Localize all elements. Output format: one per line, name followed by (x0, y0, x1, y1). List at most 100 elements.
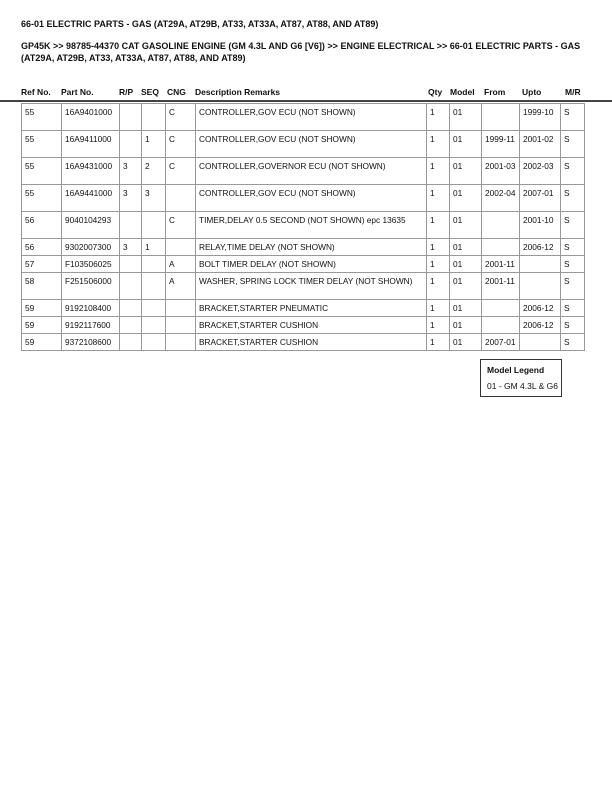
cell-upto: 2006-12 (519, 238, 561, 256)
cell-cng: C (165, 130, 196, 158)
cell-description: TIMER,DELAY 0.5 SECOND (NOT SHOWN) epc 1… (195, 211, 427, 239)
cell-qty: 1 (426, 333, 450, 351)
table-row: 56 9040104293 C TIMER,DELAY 0.5 SECOND (NOT… (21, 211, 585, 239)
cell-from (481, 316, 520, 334)
cell-ref-no: 55 (21, 103, 62, 131)
parts-table: 55 16A9401000 C CONTROLLER,GOV ECU (NOT SHO… (21, 103, 585, 351)
cell-seq: 2 (141, 157, 166, 185)
column-header-part-no: Part No. (61, 87, 94, 97)
cell-description: WASHER, SPRING LOCK TIMER DELAY (NOT SHO… (195, 272, 427, 300)
cell-upto: 2002-03 (519, 157, 561, 185)
cell-upto: 2007-01 (519, 184, 561, 212)
cell-seq (141, 103, 166, 131)
column-header-mr: M/R (565, 87, 581, 97)
cell-from (481, 211, 520, 239)
cell-qty: 1 (426, 299, 450, 317)
cell-seq: 3 (141, 184, 166, 212)
cell-ref-no: 59 (21, 333, 62, 351)
cell-qty: 1 (426, 211, 450, 239)
cell-rp (119, 103, 142, 131)
model-legend: Model Legend 01 - GM 4.3L & G6 (480, 359, 562, 397)
cell-cng: A (165, 272, 196, 300)
cell-rp (119, 299, 142, 317)
cell-mr: S (560, 184, 585, 212)
cell-ref-no: 56 (21, 238, 62, 256)
cell-seq: 1 (141, 130, 166, 158)
cell-part-no: 16A9401000 (61, 103, 120, 131)
cell-ref-no: 55 (21, 130, 62, 158)
cell-mr: S (560, 238, 585, 256)
legend-item: 01 - GM 4.3L & G6 (487, 381, 559, 391)
cell-part-no: 9372108600 (61, 333, 120, 351)
cell-upto: 1999-10 (519, 103, 561, 131)
cell-qty: 1 (426, 316, 450, 334)
cell-mr: S (560, 272, 585, 300)
cell-mr: S (560, 211, 585, 239)
cell-mr: S (560, 130, 585, 158)
cell-model: 01 (449, 157, 482, 185)
cell-description: CONTROLLER,GOV ECU (NOT SHOWN) (195, 103, 427, 131)
column-header-upto: Upto (522, 87, 542, 97)
table-row: 59 9192117600 BRACKET,STARTER CUSHION 1 01 20… (21, 316, 585, 334)
cell-qty: 1 (426, 238, 450, 256)
cell-upto: 2006-12 (519, 299, 561, 317)
cell-rp (119, 316, 142, 334)
column-header-cng: CNG (167, 87, 186, 97)
cell-cng (165, 184, 196, 212)
legend-title: Model Legend (487, 365, 545, 375)
cell-rp (119, 272, 142, 300)
cell-rp (119, 130, 142, 158)
cell-ref-no: 59 (21, 299, 62, 317)
cell-cng (165, 316, 196, 334)
cell-seq (141, 211, 166, 239)
table-row: 58 F251506000 A WASHER, SPRING LOCK TIMER D… (21, 272, 585, 300)
table-row: 57 F103506025 A BOLT TIMER DELAY (NOT SHOWN… (21, 255, 585, 273)
cell-seq (141, 299, 166, 317)
table-row: 55 16A9431000 3 2 C CONTROLLER,GOVERNOR ECU (… (21, 157, 585, 185)
cell-cng: A (165, 255, 196, 273)
cell-ref-no: 55 (21, 184, 62, 212)
cell-model: 01 (449, 255, 482, 273)
cell-seq: 1 (141, 238, 166, 256)
cell-rp: 3 (119, 238, 142, 256)
table-row: 59 9372108600 BRACKET,STARTER CUSHION 1 01 20… (21, 333, 585, 351)
cell-qty: 1 (426, 184, 450, 212)
cell-from: 2001-11 (481, 255, 520, 273)
cell-rp: 3 (119, 184, 142, 212)
cell-model: 01 (449, 130, 482, 158)
cell-mr: S (560, 255, 585, 273)
cell-description: RELAY,TIME DELAY (NOT SHOWN) (195, 238, 427, 256)
cell-mr: S (560, 299, 585, 317)
cell-mr: S (560, 316, 585, 334)
cell-cng (165, 299, 196, 317)
cell-model: 01 (449, 316, 482, 334)
cell-cng: C (165, 103, 196, 131)
cell-seq (141, 272, 166, 300)
table-row: 55 16A9411000 1 C CONTROLLER,GOV ECU (NOT SH… (21, 130, 585, 158)
table-row: 59 9192108400 BRACKET,STARTER PNEUMATIC 1 01… (21, 299, 585, 317)
cell-from: 2002-04 (481, 184, 520, 212)
cell-from (481, 238, 520, 256)
cell-part-no: F103506025 (61, 255, 120, 273)
cell-model: 01 (449, 184, 482, 212)
cell-qty: 1 (426, 157, 450, 185)
cell-model: 01 (449, 103, 482, 131)
cell-part-no: 9040104293 (61, 211, 120, 239)
cell-rp (119, 333, 142, 351)
cell-qty: 1 (426, 103, 450, 131)
cell-from (481, 299, 520, 317)
cell-ref-no: 58 (21, 272, 62, 300)
cell-cng (165, 238, 196, 256)
cell-mr: S (560, 157, 585, 185)
cell-part-no: 9192108400 (61, 299, 120, 317)
page-title: 66-01 ELECTRIC PARTS - GAS (AT29A, AT29B… (21, 19, 379, 29)
cell-from (481, 103, 520, 131)
cell-model: 01 (449, 272, 482, 300)
table-row: 55 16A9401000 C CONTROLLER,GOV ECU (NOT SHO… (21, 103, 585, 131)
table-row: 55 16A9441000 3 3 CONTROLLER,GOV ECU (NOT SH… (21, 184, 585, 212)
cell-part-no: 9192117600 (61, 316, 120, 334)
cell-from: 2007-01 (481, 333, 520, 351)
column-header-from: From (484, 87, 506, 97)
cell-upto: 2001-10 (519, 211, 561, 239)
